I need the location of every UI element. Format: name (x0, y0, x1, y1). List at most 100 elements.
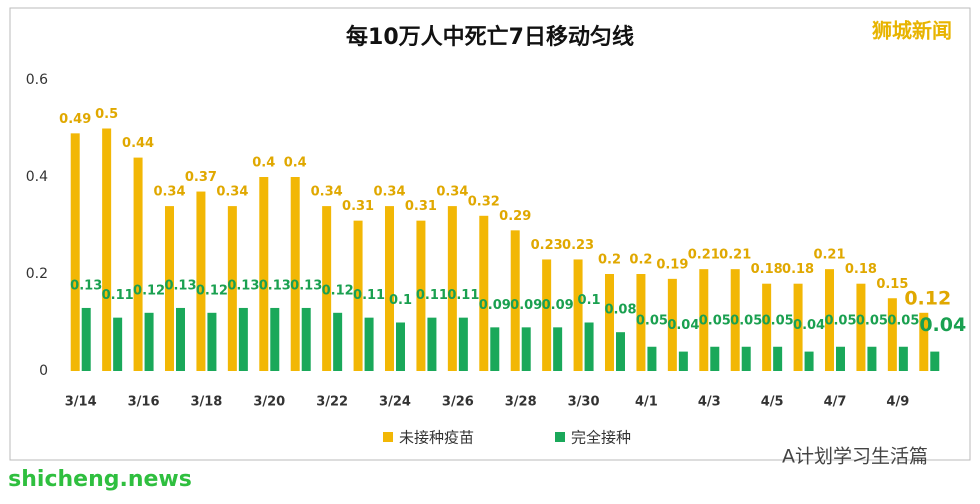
bar (573, 259, 583, 371)
bar (70, 133, 80, 371)
bar (699, 269, 709, 371)
bar (333, 312, 343, 371)
bar (667, 278, 677, 371)
y-tick-label: 0.4 (26, 169, 48, 185)
bar (773, 346, 783, 371)
bar (553, 327, 563, 371)
y-tick-label: 0 (39, 363, 48, 379)
data-label: 0.23 (531, 238, 563, 253)
data-label: 0.34 (311, 185, 343, 200)
x-tick-label: 3/14 (65, 395, 97, 410)
data-label: 0.34 (153, 185, 185, 200)
data-label: 0.21 (813, 248, 845, 263)
bar (301, 307, 311, 371)
data-label: 0.12 (196, 283, 228, 298)
bar (447, 206, 457, 371)
bar (616, 332, 625, 371)
data-label: 0.2 (598, 253, 621, 268)
bar (856, 283, 866, 371)
data-label: 0.49 (59, 112, 91, 127)
data-label: 0.18 (782, 262, 814, 277)
account: A计划学习生活篇 (782, 446, 928, 468)
bar (887, 298, 897, 371)
bar (259, 177, 269, 371)
bar (636, 274, 646, 371)
data-label: 0.12 (133, 283, 165, 298)
data-label: 0.18 (845, 262, 877, 277)
x-tick-label: 3/22 (316, 395, 348, 410)
data-label: 0.12 (322, 283, 354, 298)
bar (678, 351, 688, 371)
bar (196, 191, 206, 371)
x-tick-label: 3/24 (379, 395, 411, 410)
bar (176, 307, 185, 371)
data-label: 0.15 (876, 277, 908, 292)
data-label: 0.09 (542, 298, 574, 313)
bar (919, 312, 929, 371)
bar (396, 322, 405, 371)
data-label: 0.4 (252, 156, 275, 171)
data-label: 0.05 (636, 313, 668, 328)
data-label: 0.34 (436, 185, 468, 200)
bar (416, 220, 426, 371)
data-label: 0.37 (185, 170, 217, 185)
data-label: 0.34 (216, 185, 248, 200)
x-tick-label: 4/7 (824, 395, 847, 410)
data-label: 0.44 (122, 136, 154, 151)
bar (793, 283, 803, 371)
data-label: 0.13 (164, 278, 196, 293)
bar (353, 220, 363, 371)
data-label: 0.4 (284, 156, 307, 171)
legend-swatch (555, 432, 565, 442)
bar (427, 317, 437, 371)
y-tick-label: 0.2 (26, 266, 48, 282)
bar (81, 307, 91, 371)
data-label: 0.13 (290, 278, 322, 293)
data-label: 0.13 (70, 278, 102, 293)
bar (730, 269, 740, 371)
data-label: 0.19 (656, 257, 688, 272)
chart-frame (9, 7, 971, 461)
bar (458, 317, 468, 371)
x-tick-label: 4/3 (698, 395, 721, 410)
data-label: 0.34 (373, 185, 405, 200)
bar (479, 215, 489, 371)
bar (207, 312, 217, 371)
bar (762, 283, 772, 371)
bar (144, 312, 154, 371)
chart-title: 每10万人中死亡7日移动匀线 (346, 24, 634, 50)
bar (322, 206, 332, 371)
bar (165, 206, 174, 371)
bar (521, 327, 531, 371)
bar (804, 351, 814, 371)
x-tick-label: 3/26 (442, 395, 474, 410)
data-label: 0.1 (389, 293, 412, 308)
bar (836, 346, 845, 371)
bar (364, 317, 374, 371)
data-label: 0.08 (604, 303, 636, 318)
data-label: 0.18 (751, 262, 783, 277)
legend-label: 完全接种 (571, 429, 631, 447)
data-label: 0.13 (259, 278, 291, 293)
data-label: 0.04 (667, 318, 699, 333)
x-tick-label: 3/16 (128, 395, 160, 410)
data-label: 0.23 (562, 238, 594, 253)
data-label: 0.05 (856, 313, 888, 328)
bar (898, 346, 908, 371)
bar (270, 307, 280, 371)
data-label: 0.05 (699, 313, 731, 328)
data-label: 0.31 (342, 199, 374, 214)
bar (542, 259, 552, 371)
data-label: 0.29 (499, 209, 531, 224)
legend-label: 未接种疫苗 (399, 429, 474, 447)
x-tick-label: 4/5 (761, 395, 784, 410)
x-tick-label: 3/18 (190, 395, 222, 410)
y-tick-label: 0.6 (26, 72, 48, 88)
data-label: 0.32 (468, 194, 500, 209)
data-label: 0.1 (578, 293, 601, 308)
bar (238, 307, 248, 371)
data-label: 0.13 (227, 278, 259, 293)
data-label: 0.05 (887, 313, 919, 328)
bar (490, 327, 500, 371)
